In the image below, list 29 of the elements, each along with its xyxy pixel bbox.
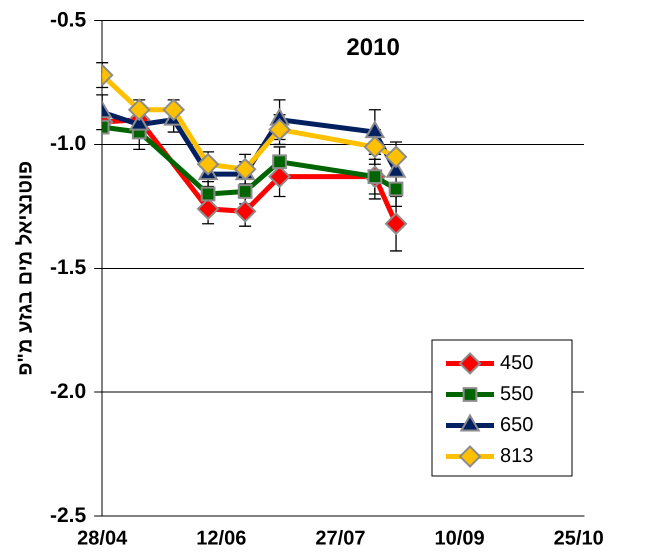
x-tick-label: 28/04 <box>77 528 128 550</box>
point <box>128 98 150 121</box>
x-tick-label: 27/07 <box>315 528 366 550</box>
point <box>200 186 216 202</box>
y-tick-label: -1.5 <box>50 256 87 280</box>
point <box>162 98 185 121</box>
point <box>385 212 408 235</box>
y-tick-label: -2.5 <box>50 504 87 527</box>
point <box>388 182 404 196</box>
point <box>197 153 220 176</box>
legend-label: 650 <box>500 414 534 436</box>
point <box>234 158 256 180</box>
x-tick-label: 25/10 <box>554 528 604 550</box>
x-tick-label: 12/06 <box>196 528 246 550</box>
point <box>234 200 256 222</box>
y-tick-label: -1.0 <box>50 132 86 156</box>
legend-label: 550 <box>500 383 534 406</box>
point <box>268 118 291 141</box>
point <box>364 136 386 158</box>
point <box>385 146 408 168</box>
legend-label: 813 <box>500 445 534 468</box>
text: 2010 <box>346 34 400 62</box>
point <box>238 184 253 199</box>
legend-label: 450 <box>500 352 534 374</box>
y-tick-label: -0.5 <box>50 8 87 32</box>
y-tick-label: -2.0 <box>50 380 86 403</box>
point <box>272 154 287 170</box>
y-axis-title: פוטנציאל מים בגזע מ"פ <box>14 160 37 376</box>
x-tick-label: 10/09 <box>434 528 485 550</box>
